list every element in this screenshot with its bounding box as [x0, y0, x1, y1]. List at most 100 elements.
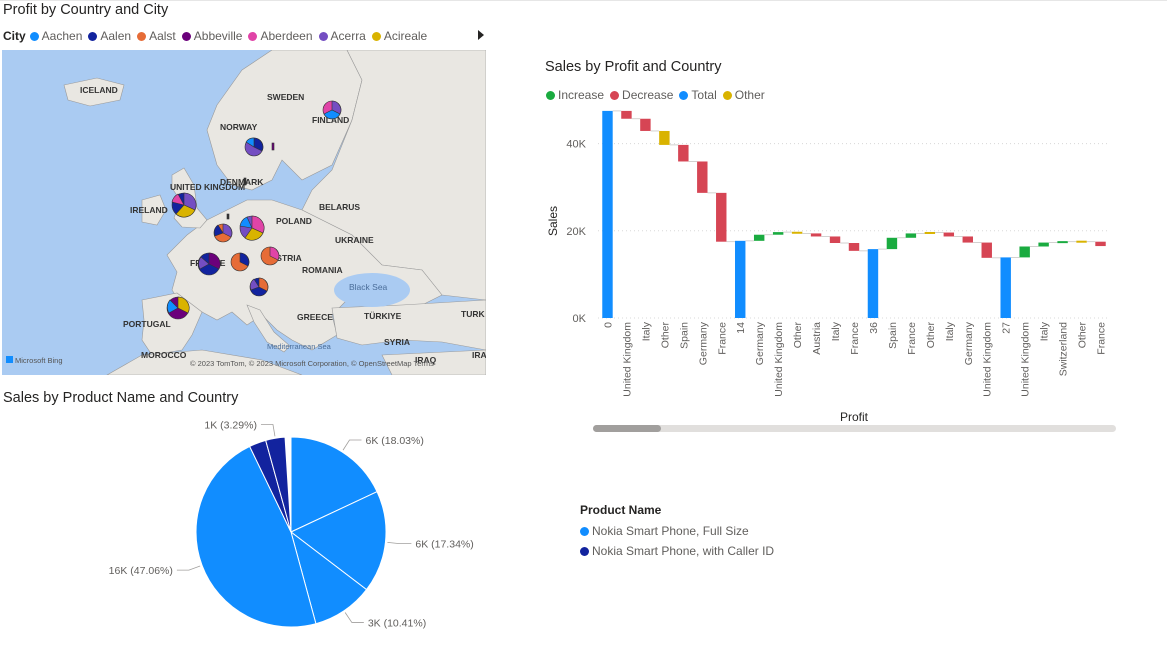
legend-dot-icon — [88, 31, 98, 41]
legend-dot-icon — [546, 90, 555, 100]
legend-dot-icon — [318, 31, 328, 41]
map-bubble-spain — [166, 296, 190, 320]
x-tick-label: France — [716, 322, 728, 355]
x-tick-label: United Kingdom — [773, 322, 785, 397]
map-legend-title: City — [3, 29, 26, 43]
label-ukraine: UKRAINE — [335, 235, 374, 245]
map-canvas[interactable]: ICELAND SWEDEN FINLAND NORWAY DENMARK UN… — [2, 50, 486, 375]
x-tick-label: Germany — [754, 321, 766, 365]
pie-data-label: 3K (10.41%) — [368, 617, 426, 629]
map-bubble-belgium — [213, 223, 233, 243]
x-tick-label: 14 — [735, 322, 747, 334]
waterfall-bar — [1057, 241, 1068, 244]
map-legend-label: Aachen — [41, 29, 83, 43]
legend-dot-icon — [248, 31, 258, 41]
map-legend-label: Aalst — [149, 29, 176, 43]
waterfall-bar — [791, 231, 803, 234]
label-mediterranean: Mediterranean Sea — [267, 342, 332, 351]
y-tick-label: 20K — [566, 226, 586, 238]
map-background — [2, 50, 486, 375]
label-morocco: MOROCCO — [141, 350, 187, 360]
waterfall-bar — [1019, 246, 1030, 258]
waterfall-bar — [602, 110, 613, 319]
map-bubble-italy — [249, 277, 269, 297]
label-turk: TURK — [461, 309, 485, 319]
map-legend: City Aachen Aalen Aalst Abbeville Aberdeen Ac… — [3, 29, 433, 43]
label-ira: IRA — [472, 350, 486, 360]
x-tick-label: Other — [1077, 322, 1089, 349]
waterfall-bar — [621, 110, 632, 119]
label-united-kingdom: UNITED KINGDOM — [170, 182, 245, 192]
waterfall-legend-item[interactable]: Increase — [546, 88, 604, 102]
map-legend-item[interactable]: Aberdeen — [248, 29, 313, 43]
x-tick-label: Spain — [887, 322, 899, 349]
label-syria: SYRIA — [384, 337, 410, 347]
pie-data-label: 16K (47.06%) — [109, 565, 173, 577]
waterfall-bar — [886, 237, 898, 250]
pie-title: Sales by Product Name and Country — [3, 390, 239, 406]
map-legend-item[interactable]: Acerra — [318, 29, 366, 43]
legend-next-arrow-icon[interactable] — [478, 30, 484, 40]
label-belarus: BELARUS — [319, 202, 360, 212]
map-bubble-austria — [260, 246, 280, 266]
waterfall-bar — [905, 233, 917, 238]
pie-leader-line — [342, 439, 362, 451]
waterfall-legend-item[interactable]: Total — [679, 88, 717, 102]
product-legend-title: Product Name — [580, 503, 662, 517]
waterfall-bar — [1095, 241, 1106, 247]
x-tick-label: 36 — [868, 322, 880, 334]
waterfall-bar — [848, 243, 860, 251]
label-greece: GREECE — [297, 312, 333, 322]
map-legend-item[interactable]: Acireale — [371, 29, 428, 43]
label-iceland: ICELAND — [80, 85, 118, 95]
waterfall-bar — [772, 232, 784, 235]
label-black-sea: Black Sea — [349, 282, 388, 292]
waterfall-bar — [1076, 240, 1087, 243]
x-tick-label: Italy — [830, 321, 842, 341]
map-legend-item[interactable]: Aalen — [88, 29, 131, 43]
map-legend-label: Acerra — [330, 29, 366, 43]
waterfall-bar — [1038, 242, 1049, 247]
x-tick-label: 27 — [1001, 322, 1013, 334]
x-tick-label: Italy — [944, 321, 956, 341]
waterfall-bar — [697, 161, 708, 193]
pie-slice — [265, 436, 292, 533]
x-tick-label: France — [906, 322, 918, 355]
pie-leader-line — [260, 424, 276, 437]
waterfall-scrollbar[interactable] — [593, 425, 1116, 432]
map-legend-item[interactable]: Abbeville — [181, 29, 242, 43]
x-tick-label: Other — [659, 322, 671, 349]
x-tick-label: Switzerland — [1058, 322, 1070, 376]
map-bubble-finland — [322, 100, 342, 120]
label-norway: NORWAY — [220, 122, 258, 132]
pie-leader-line — [387, 541, 412, 545]
label-portugal: PORTUGAL — [123, 319, 171, 329]
map-bubble-switzerland — [230, 252, 250, 272]
x-tick-label: Italy — [640, 321, 652, 341]
pie-chart: 6K (18.03%) 6K (17.34%) 3K (10.41%) 16K (47… — [109, 420, 474, 630]
label-turkiye: TÜRKIYE — [364, 311, 402, 321]
waterfall-legend-item[interactable]: Decrease — [610, 88, 673, 102]
legend-dot-icon — [722, 90, 732, 100]
waterfall-chart: 0K 20K 40K Sales 0 United Kingdom Italy Other Sp… — [546, 110, 1110, 424]
product-legend-item[interactable]: Nokia Smart Phone, with Caller ID — [580, 544, 774, 558]
map-legend-item[interactable]: Aachen — [29, 29, 83, 43]
waterfall-bar — [1000, 257, 1011, 318]
label-poland: POLAND — [276, 216, 312, 226]
waterfall-bar — [981, 242, 992, 258]
product-legend-item[interactable]: Nokia Smart Phone, Full Size — [580, 524, 774, 538]
label-austria: AUSTRIA — [264, 253, 302, 263]
map-bubble-france — [197, 252, 221, 276]
bing-logo-text: Microsoft Bing — [15, 356, 63, 365]
waterfall-legend-label: Total — [691, 88, 717, 102]
pie-data-label: 1K (3.29%) — [204, 420, 257, 432]
waterfall-legend-item[interactable]: Other — [722, 88, 765, 102]
x-tick-label: Spain — [678, 322, 690, 349]
waterfall-scroll-thumb[interactable] — [593, 425, 661, 432]
waterfall-legend-label: Other — [734, 88, 765, 102]
pie-slice — [290, 436, 378, 533]
product-legend-label: Nokia Smart Phone, with Caller ID — [592, 544, 775, 558]
legend-dot-icon — [137, 31, 147, 41]
map-legend-item[interactable]: Aalst — [137, 29, 176, 43]
map-legend-label: Acireale — [383, 29, 428, 43]
